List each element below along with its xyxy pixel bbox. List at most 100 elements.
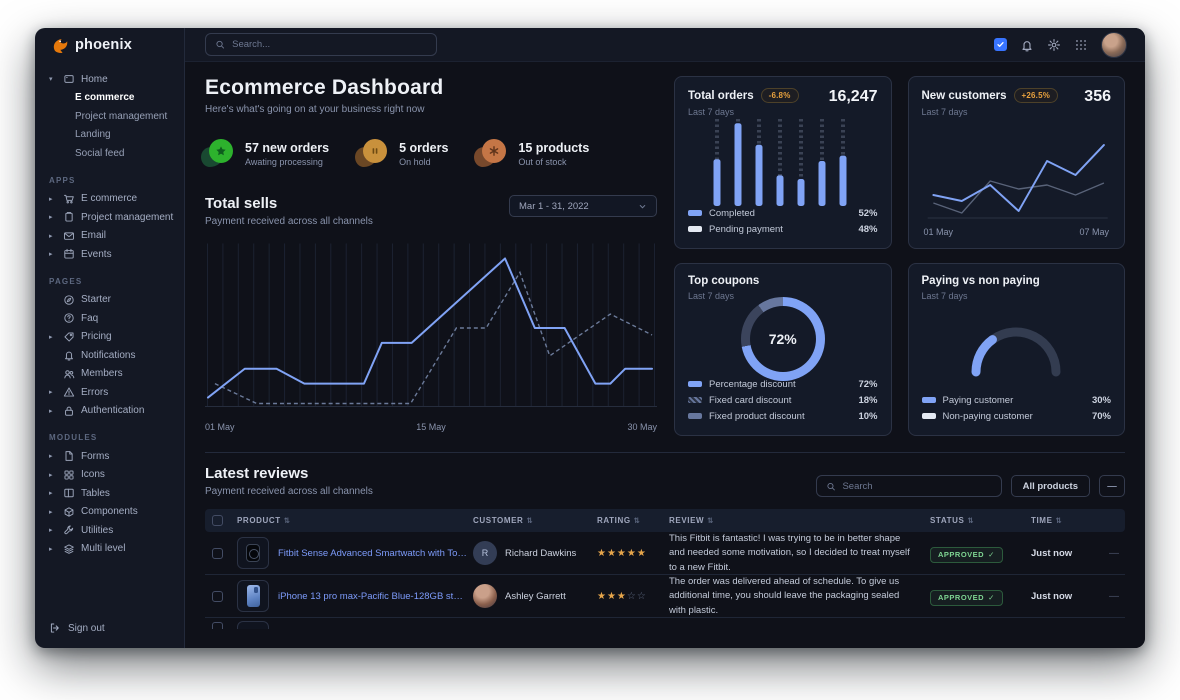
caret-right-icon: ▸ [49,507,53,516]
sidebar-section-title: MODULES [49,433,98,442]
mail-icon [64,232,74,240]
sidebar-item-home[interactable]: ▾ Home [49,73,108,85]
new-customers-card: New customers +26.5% Last 7 days 356 01 … [907,76,1125,249]
sidebar-item-email[interactable]: ▸ Email [49,230,107,242]
coupons-donut-chart: 72% [740,296,825,381]
order-stats: 57 new orders Awating processing 5 order… [201,139,657,169]
select-all-checkbox[interactable] [212,515,223,526]
sidebar-item-tables[interactable]: ▸ Tables [49,487,110,499]
brand-name: phoenix [75,37,132,53]
sort-icon: ⇅ [283,516,291,525]
brand-logo[interactable]: phoenix [35,28,184,62]
product-thumbnail [237,580,269,613]
top-coupons-card: Top coupons Last 7 days 72% [674,263,892,436]
sort-icon: ⇅ [526,516,534,525]
reviews-table: PRODUCT ⇅ CUSTOMER ⇅ RATING ⇅ REVIEW ⇅ STATUS ⇅ TI… [205,509,1125,629]
more-options-button[interactable]: — [1099,475,1125,497]
stat-caption: Out of stock [518,157,567,167]
sort-icon: ⇅ [1055,516,1063,525]
row-menu-button[interactable]: — [1109,590,1119,602]
sidebar-item-landing[interactable]: Landing [75,129,111,141]
sidebar-item-components[interactable]: ▸ Components [49,506,138,518]
legend-item-pending-payment: Pending payment 48% [688,221,878,237]
clipboard-icon [65,212,73,222]
row-menu-button[interactable]: — [1109,547,1119,559]
sidebar-item-e-commerce[interactable]: E commerce [75,92,135,104]
legend-item-percentage-discount: Percentage discount 72% [688,376,878,392]
stat-title: 5 orders [399,141,449,155]
caret-right-icon: ▸ [49,194,53,203]
compass-icon [64,295,74,305]
sidebar-item-faq[interactable]: Faq [49,309,174,328]
caret-right-icon: ▸ [49,406,53,415]
product-link[interactable]: Fitbit Sense Advanced Smartwatch with To… [278,547,467,559]
trend-badge: +26.5% [1013,88,1059,103]
row-checkbox[interactable] [212,622,223,629]
legend-swatch [688,413,702,419]
legend-item-fixed-product-discount: Fixed product discount 10% [688,408,878,424]
sidebar-item-notifications[interactable]: Notifications [49,346,174,365]
sidebar-item-errors[interactable]: ▸ Errors [49,386,109,398]
product-link[interactable]: iPhone 13 pro max-Pacific Blue-128GB sto… [278,590,467,602]
sidebar-item-sign-out[interactable]: Sign out [35,622,184,634]
box-icon [64,507,74,517]
sidebar-item-members[interactable]: Members [49,365,174,384]
column-header-rating[interactable]: RATING ⇅ [597,516,641,525]
row-checkbox[interactable] [212,590,223,602]
customer-name: Richard Dawkins [505,547,577,559]
sidebar-item-project-management[interactable]: ▸ Project management [49,211,174,223]
paying-legend: Paying customer 30% Non-paying customer 70… [921,392,1111,424]
tag-icon [64,332,74,342]
total-sells-chart: 01 May 15 May 30 May [205,241,657,432]
reviews-search[interactable] [815,475,1002,497]
sidebar-item-pricing[interactable]: ▸ Pricing [49,331,112,343]
row-checkbox[interactable] [212,547,223,559]
column-header-customer[interactable]: CUSTOMER ⇅ [473,516,534,525]
global-search[interactable] [205,33,437,56]
caret-right-icon: ▸ [49,213,53,222]
sidebar-item-utilities[interactable]: ▸ Utilities [49,524,114,536]
card-subtitle: Last 7 days [921,107,968,117]
sidebar-item-events[interactable]: ▸ Events [49,248,112,260]
total-orders-value: 16,247 [828,88,878,105]
sidebar-item-social-feed[interactable]: Social feed [75,147,125,159]
card-title: Top coupons [688,275,760,287]
checked-checkbox-icon[interactable] [994,38,1007,51]
search-input[interactable] [232,39,427,50]
column-header-review[interactable]: REVIEW ⇅ [669,516,715,525]
caret-right-icon: ▸ [49,250,53,259]
sidebar-item-authentication[interactable]: ▸ Authentication [49,405,145,417]
layers-icon [64,544,74,554]
apps-grid-icon[interactable] [1074,38,1088,52]
latest-reviews-subtitle: Payment received across all channels [205,486,373,497]
section-divider [205,452,1125,453]
total-sells-subtitle: Payment received across all channels [205,216,373,227]
sidebar-item-icons[interactable]: ▸ Icons [49,469,105,481]
legend-item-non-paying-customer: Non-paying customer 70% [921,408,1111,424]
column-header-time[interactable]: TIME ⇅ [1031,516,1063,525]
product-thumbnail [237,537,269,570]
phoenix-logo-icon [53,39,68,53]
home-window-icon [64,75,74,84]
sidebar-item-project-management[interactable]: Project management [75,110,168,122]
gear-icon[interactable] [1047,38,1061,52]
card-title: Paying vs non paying [921,275,1040,287]
sidebar-item-starter[interactable]: Starter [49,291,174,310]
all-products-button[interactable]: All products [1010,475,1090,497]
sidebar-item-e-commerce[interactable]: ▸ E commerce [49,193,138,205]
bell-icon [65,351,73,361]
total-sells-title: Total sells [205,195,278,212]
reviews-search-input[interactable] [842,480,992,492]
column-header-product[interactable]: PRODUCT ⇅ [237,516,291,525]
sidebar-item-multi-level[interactable]: ▸ Multi level [49,543,126,555]
x-axis-label: 30 May [627,422,657,432]
user-avatar[interactable] [1101,31,1127,58]
status-badge: APPROVED ✓ [930,589,1003,606]
stat-5-orders: 5 orders On hold [355,139,449,169]
stat-title: 15 products [518,141,590,155]
bell-icon[interactable] [1020,38,1034,52]
column-header-status[interactable]: STATUS ⇅ [930,516,975,525]
x-axis-label: 07 May [1079,227,1109,237]
date-range-select[interactable]: Mar 1 - 31, 2022 [509,195,657,217]
sidebar-item-forms[interactable]: ▸ Forms [49,450,110,462]
